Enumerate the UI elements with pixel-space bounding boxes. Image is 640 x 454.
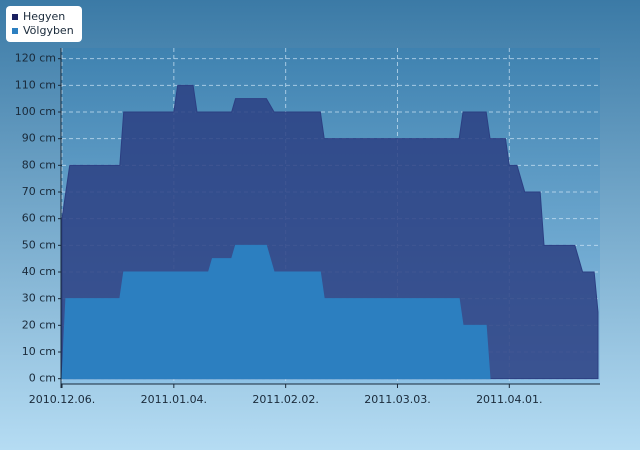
- y-tick-label: 40 cm: [22, 265, 56, 278]
- y-tick-label: 30 cm: [22, 292, 56, 305]
- y-tick-label: 60 cm: [22, 212, 56, 225]
- legend-swatch: [12, 14, 18, 20]
- x-tick-label: 2011.02.02.: [252, 393, 318, 406]
- y-tick-label: 100 cm: [15, 105, 56, 118]
- x-tick-label: 2011.03.03.: [364, 393, 430, 406]
- y-tick-label: 50 cm: [22, 238, 56, 251]
- x-tick-label: 2010.12.06.: [29, 393, 95, 406]
- y-tick-label: 80 cm: [22, 158, 56, 171]
- y-tick-label: 10 cm: [22, 345, 56, 358]
- area: [61, 244, 491, 380]
- y-tick-label: 120 cm: [15, 52, 56, 65]
- y-tick-label: 20 cm: [22, 318, 56, 331]
- legend-label: Hegyen: [23, 10, 65, 23]
- legend-label: Völgyben: [23, 24, 74, 37]
- x-tick-label: 2011.01.04.: [141, 393, 207, 406]
- y-tick-label: 110 cm: [15, 78, 56, 91]
- x-tick-label: 2011.04.01.: [476, 393, 542, 406]
- legend-swatch: [12, 28, 18, 34]
- y-tick-label: 70 cm: [22, 185, 56, 198]
- legend-box: [6, 6, 82, 42]
- y-tick-label: 0 cm: [29, 372, 56, 385]
- y-tick-label: 90 cm: [22, 132, 56, 145]
